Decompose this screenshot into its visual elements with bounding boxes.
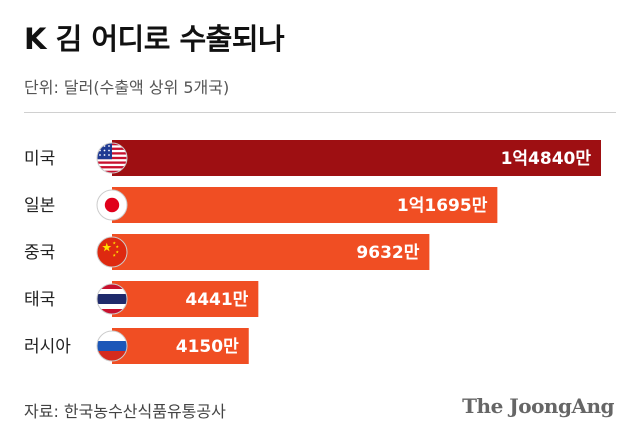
brand-logo: The JoongAng [462, 394, 614, 418]
china-flag-icon [96, 236, 128, 268]
data-label: 4441만 [185, 290, 248, 310]
category-label: 일본 [24, 196, 55, 216]
page-title: K 김 어디로 수출되나 [24, 22, 285, 56]
source-note: 자료: 한국농수산식품유통공사 [24, 402, 226, 421]
data-label: 9632만 [356, 243, 419, 263]
category-label: 중국 [24, 243, 55, 263]
category-label: 미국 [24, 149, 55, 169]
bar-4 [112, 328, 249, 364]
bar-2 [112, 234, 430, 270]
bar-0 [112, 140, 601, 176]
category-label: 러시아 [24, 337, 71, 357]
bar-3 [112, 281, 259, 317]
thailand-flag-icon [96, 283, 128, 315]
russia-flag-icon [96, 330, 128, 362]
divider [24, 112, 616, 113]
unit-note: 단위: 달러(수출액 상위 5개국) [24, 78, 230, 97]
category-label: 태국 [24, 290, 55, 310]
data-label: 4150만 [176, 337, 239, 357]
usa-flag-icon [96, 142, 128, 174]
japan-flag-icon [96, 189, 128, 221]
data-label: 1억1695만 [397, 196, 488, 216]
bar-1 [112, 187, 498, 223]
data-label: 1억4840만 [501, 149, 592, 169]
